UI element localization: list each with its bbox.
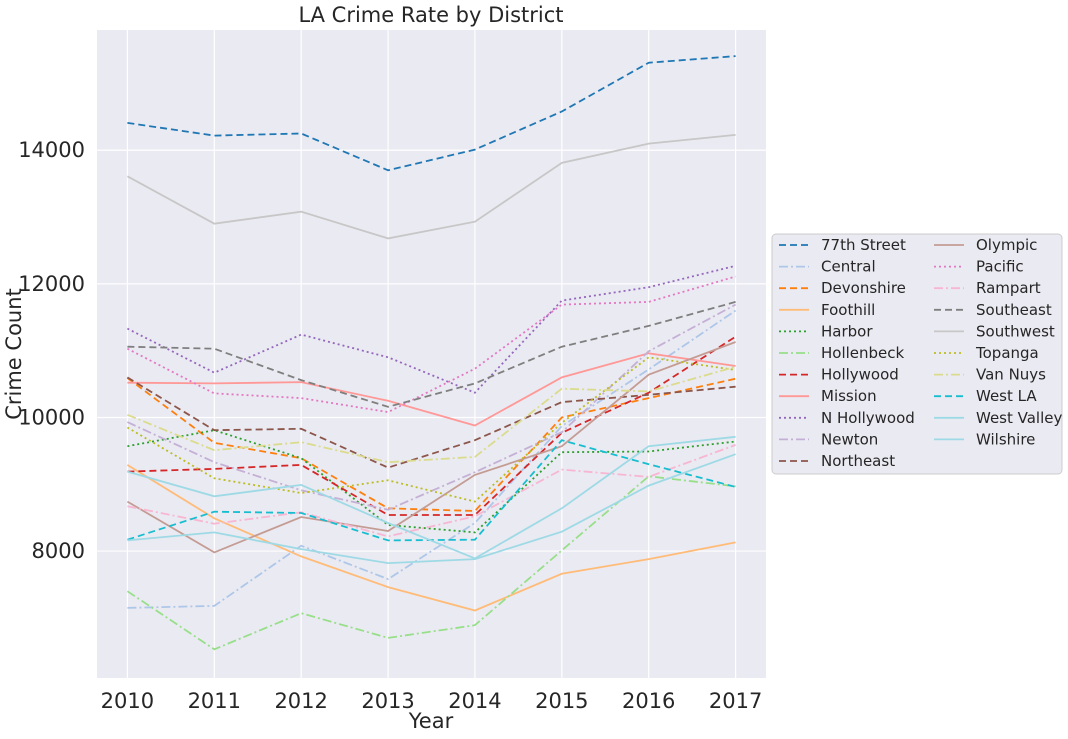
- legend-label-17: Van Nuys: [976, 366, 1046, 384]
- series-line-20: [127, 453, 736, 565]
- x-tick-labels: 2010 2011 2012 2013 2014 2015 2016 2017: [101, 689, 763, 713]
- series-line-0: [127, 55, 736, 172]
- legend-label-1: Central: [821, 258, 876, 276]
- x-tick-label: 2017: [709, 689, 762, 713]
- grid-lines: [97, 30, 766, 678]
- legend-label-11: Olympic: [976, 236, 1037, 254]
- legend-label-0: 77th Street: [821, 236, 906, 254]
- legend-label-19: West Valley: [976, 409, 1062, 427]
- y-tick-label: 10000: [18, 405, 85, 429]
- chart-title: LA Crime Rate by District: [298, 3, 563, 27]
- x-tick-label: 2010: [101, 689, 154, 713]
- legend-label-3: Foothill: [821, 301, 875, 319]
- y-tick-labels: 8000 10000 12000 14000: [18, 138, 85, 563]
- series-line-10: [126, 376, 736, 469]
- x-tick-label: 2011: [188, 689, 241, 713]
- legend: 77th Street Central Devonshire Foothill Harb…: [771, 233, 1063, 475]
- series-line-5: [126, 475, 736, 651]
- legend-label-2: Devonshire: [821, 279, 906, 297]
- y-tick-label: 8000: [32, 539, 85, 563]
- x-tick-label: 2013: [361, 689, 414, 713]
- y-axis-label: Crime Count: [2, 288, 26, 420]
- series-line-13: [127, 444, 736, 538]
- series-line-19: [127, 435, 736, 560]
- series-line-15: [126, 134, 736, 240]
- series-line-2: [126, 377, 736, 512]
- legend-label-4: Harbor: [821, 322, 873, 340]
- x-tick-label: 2015: [535, 689, 588, 713]
- legend-label-7: Mission: [821, 387, 877, 405]
- series-line-17: [127, 365, 736, 464]
- legend-label-18: West LA: [976, 387, 1037, 405]
- series-line-16: [126, 356, 736, 503]
- series-line-11: [126, 341, 736, 554]
- x-tick-label: 2016: [622, 689, 675, 713]
- series-line-8: [126, 264, 736, 394]
- series-line-1: [127, 309, 737, 609]
- legend-label-15: Southwest: [976, 322, 1055, 340]
- x-tick-label: 2012: [274, 689, 327, 713]
- legend-label-9: Newton: [821, 430, 878, 448]
- x-tick-label: 2014: [448, 689, 501, 713]
- legend-label-6: Hollywood: [821, 366, 899, 384]
- y-tick-label: 12000: [18, 272, 85, 296]
- x-axis-label: Year: [408, 709, 454, 733]
- legend-label-10: Northeast: [821, 452, 895, 470]
- legend-label-5: Hollenbeck: [821, 344, 905, 362]
- series-line-7: [127, 352, 736, 427]
- legend-label-16: Topanga: [975, 344, 1039, 362]
- series-line-14: [127, 301, 736, 408]
- series-line-3: [126, 464, 736, 612]
- series-line-6: [127, 335, 737, 516]
- legend-label-8: N Hollywood: [821, 409, 915, 427]
- legend-label-20: Wilshire: [976, 430, 1035, 448]
- series-lines: [126, 55, 737, 651]
- legend-label-13: Rampart: [976, 279, 1041, 297]
- plot-background: [97, 30, 766, 678]
- legend-label-14: Southeast: [976, 301, 1052, 319]
- legend-box: [771, 233, 1063, 475]
- legend-label-12: Pacific: [976, 258, 1024, 276]
- y-tick-label: 14000: [18, 138, 85, 162]
- series-line-12: [126, 275, 736, 414]
